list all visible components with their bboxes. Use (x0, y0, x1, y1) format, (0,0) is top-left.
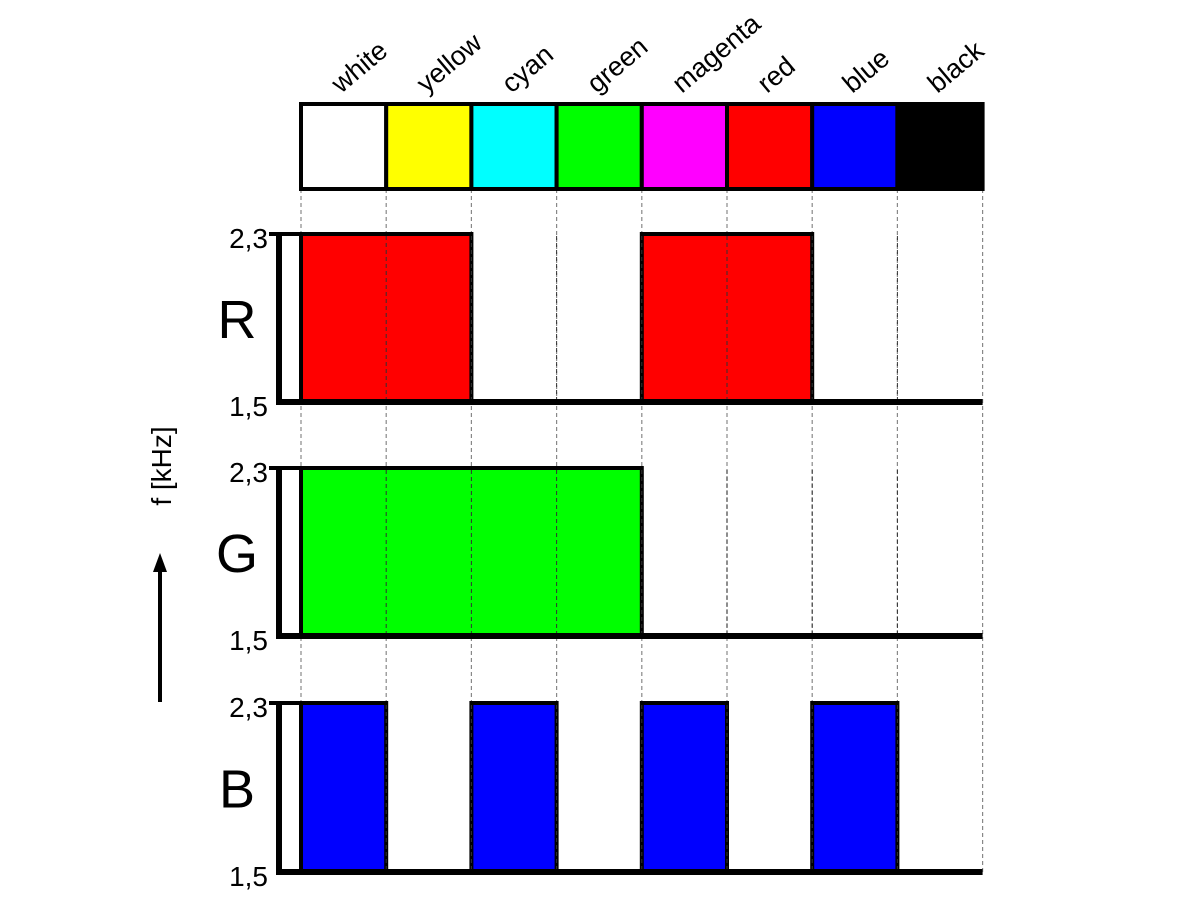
tick-label-low: 1,5 (229, 861, 268, 892)
channel-letter-G: G (216, 524, 258, 584)
panel-B: 2,3 1,5 B (219, 692, 983, 892)
swatch-black (895, 102, 985, 191)
color-label-cyan: cyan (496, 39, 559, 99)
panel-R: 2,3 1,5 R (218, 223, 983, 422)
pulse-B (299, 701, 389, 874)
panel-G: 2,3 1,5 G (216, 457, 983, 656)
pulse-B (639, 701, 729, 874)
channel-letter-R: R (218, 290, 257, 350)
channel-panels: 2,3 1,5 R 2,3 1,5 G 2,3 1,5 B (216, 223, 983, 892)
color-bar-strip (299, 102, 985, 191)
swatch-yellow (384, 102, 474, 191)
tick-label-high: 2,3 (229, 692, 268, 723)
pulse-R (639, 232, 815, 404)
color-label-yellow: yellow (411, 27, 488, 99)
pulse-B (469, 701, 559, 874)
swatch-cyan (469, 102, 559, 191)
color-label-green: green (581, 31, 653, 98)
frequency-axis-label: f [kHz] (146, 426, 177, 505)
channel-letter-B: B (219, 760, 255, 820)
swatch-white (299, 102, 389, 191)
swatch-green (554, 102, 644, 191)
color-label-black: black (922, 35, 990, 99)
tick-label-low: 1,5 (229, 391, 268, 422)
tick-label-high: 2,3 (229, 223, 268, 254)
tick-label-high: 2,3 (229, 457, 268, 488)
tick-label-low: 1,5 (229, 625, 268, 656)
pulse-G (299, 466, 644, 638)
swatch-blue (810, 102, 900, 191)
color-label-red: red (752, 51, 801, 99)
swatch-magenta (639, 102, 729, 191)
color-label-magenta: magenta (666, 7, 767, 98)
color-label-white: white (325, 35, 393, 99)
frequency-axis: f [kHz] (146, 426, 177, 702)
frequency-axis-arrow-head (153, 553, 167, 572)
swatch-red (725, 102, 815, 191)
pulse-B (810, 701, 900, 874)
color-label-blue: blue (837, 43, 895, 99)
